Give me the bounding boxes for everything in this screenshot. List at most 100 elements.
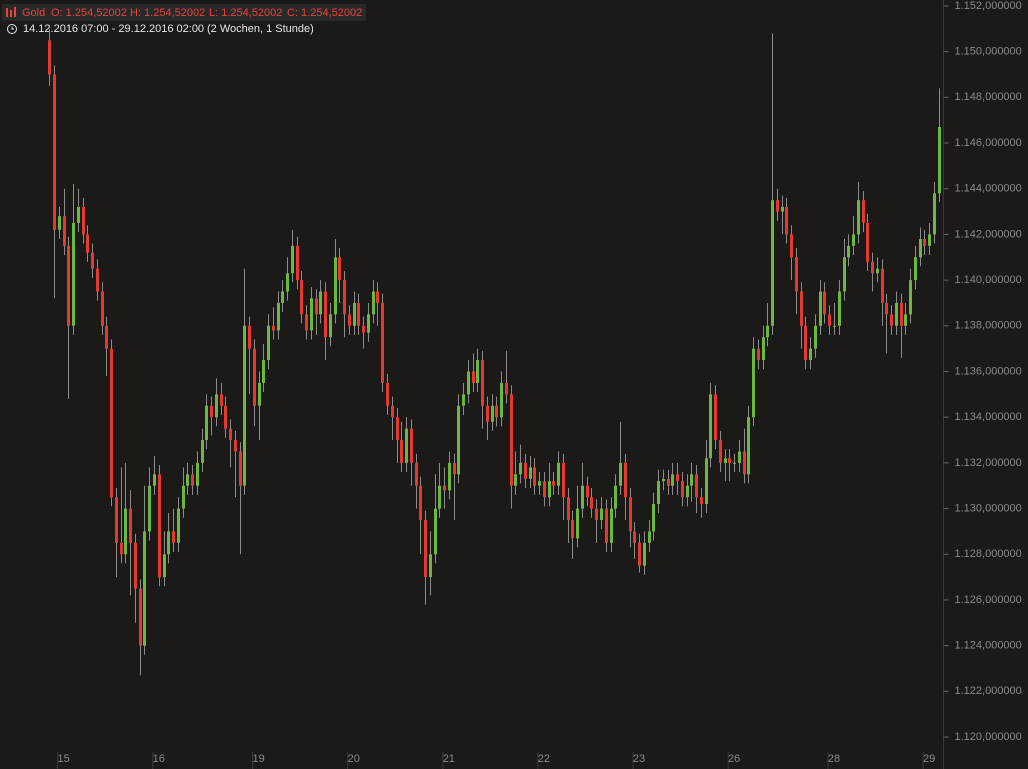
- candle-body: [757, 348, 760, 361]
- candle-body: [852, 234, 855, 246]
- x-tick-label: 23: [633, 753, 645, 765]
- candle-body: [334, 257, 337, 315]
- x-tick-label: 21: [443, 753, 455, 765]
- y-tick-label: 1.140,000000: [955, 274, 1022, 286]
- candle-body: [210, 405, 213, 418]
- candle-body: [63, 216, 66, 246]
- x-tick-label: 19: [252, 753, 264, 765]
- candle-body: [709, 394, 712, 459]
- candle-body: [357, 302, 360, 326]
- candle-body: [714, 394, 717, 441]
- candle-body: [624, 462, 627, 498]
- candle-body: [576, 508, 579, 539]
- candle-body: [91, 252, 94, 269]
- candle-body: [581, 485, 584, 509]
- candle-body: [562, 462, 565, 498]
- candle-body: [610, 508, 613, 543]
- y-tick-label: 1.134,000000: [955, 411, 1022, 423]
- candle-body: [124, 508, 127, 555]
- candle-body: [310, 298, 313, 331]
- candle-body: [652, 503, 655, 532]
- candle-body: [871, 261, 874, 274]
- candle-body: [900, 302, 903, 326]
- candle-body: [396, 417, 399, 441]
- candle-body: [429, 554, 432, 578]
- y-tick-label: 1.138,000000: [955, 320, 1022, 332]
- candle-body: [143, 531, 146, 646]
- candle-body: [215, 394, 218, 418]
- x-tick-label: 15: [58, 753, 70, 765]
- candle-body: [248, 325, 251, 349]
- candle-body: [809, 348, 812, 361]
- candle-body: [686, 485, 689, 498]
- clock-icon: [7, 24, 17, 34]
- candle-body: [139, 588, 142, 646]
- candle-body: [101, 291, 104, 326]
- y-tick-label: 1.152,000000: [955, 0, 1022, 12]
- candle-body: [467, 371, 470, 395]
- candle-body: [695, 474, 698, 498]
- x-tick-label: 26: [728, 753, 740, 765]
- candle-body: [533, 467, 536, 486]
- candle-body: [505, 382, 508, 395]
- candle-body: [191, 474, 194, 486]
- date-range: 14.12.2016 07:00 - 29.12.2016 02:00: [23, 23, 204, 35]
- quote-header-bg: [2, 4, 366, 21]
- candle-body: [120, 542, 123, 555]
- candle-body: [182, 485, 185, 509]
- candle-body: [443, 485, 446, 491]
- candle-body: [391, 405, 394, 418]
- y-tick-label: 1.128,000000: [955, 548, 1022, 560]
- candle-body: [338, 257, 341, 281]
- candle-body: [267, 325, 270, 361]
- candle-body: [381, 302, 384, 383]
- candle-body: [548, 481, 551, 498]
- candle-body: [567, 497, 570, 520]
- candle-body: [514, 474, 517, 486]
- candle-body: [224, 405, 227, 429]
- candle-body: [405, 428, 408, 463]
- y-tick-label: 1.146,000000: [955, 137, 1022, 149]
- candle-body: [595, 508, 598, 520]
- candle-body: [804, 325, 807, 361]
- y-tick-label: 1.132,000000: [955, 457, 1022, 469]
- candle-body: [586, 485, 589, 498]
- candle-body: [690, 474, 693, 486]
- candle-body: [196, 462, 199, 486]
- candle-body: [733, 462, 736, 464]
- candle-body: [738, 451, 741, 463]
- candle-body: [491, 405, 494, 422]
- candle-body: [790, 234, 793, 258]
- candle-body: [82, 206, 85, 235]
- candle-body: [77, 206, 80, 223]
- candle-body: [510, 394, 513, 486]
- candle-body: [933, 193, 936, 235]
- quote-open: O: 1.254,52002: [51, 7, 127, 19]
- candle-body: [400, 440, 403, 463]
- candle-body: [481, 360, 484, 406]
- candle-body: [847, 245, 850, 258]
- candle-body: [724, 458, 727, 463]
- symbol-name: Gold: [22, 7, 45, 19]
- candle-body: [220, 394, 223, 406]
- candle-body: [681, 481, 684, 498]
- candle-body: [719, 440, 722, 463]
- candle-body: [895, 302, 898, 326]
- y-tick-label: 1.148,000000: [955, 91, 1022, 103]
- candle-body: [552, 481, 555, 486]
- candle-body: [633, 531, 636, 543]
- y-tick-label: 1.122,000000: [955, 685, 1022, 697]
- candle-body: [771, 200, 774, 326]
- y-tick-label: 1.142,000000: [955, 228, 1022, 240]
- candle-body: [462, 394, 465, 406]
- candle-body: [776, 200, 779, 212]
- candle-body: [590, 497, 593, 509]
- candle-body: [648, 531, 651, 543]
- candle-body: [747, 417, 750, 475]
- candle-body: [410, 428, 413, 463]
- candle-body: [919, 238, 922, 258]
- candle-body: [163, 554, 166, 578]
- candle-body: [434, 508, 437, 555]
